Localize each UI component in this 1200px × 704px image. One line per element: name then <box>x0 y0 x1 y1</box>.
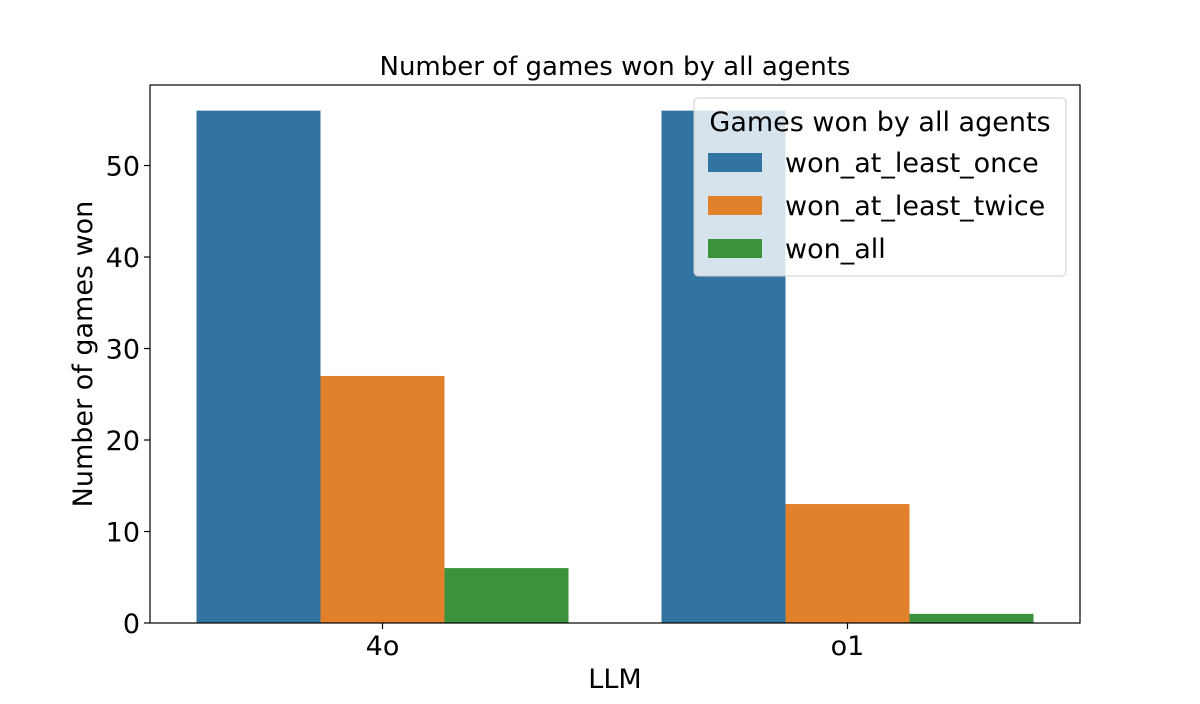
legend: Games won by all agents won_at_least_onc… <box>693 97 1067 277</box>
x-tick-label: o1 <box>831 631 865 662</box>
chart-title: Number of games won by all agents <box>380 52 851 82</box>
x-tick-label: 4o <box>366 631 400 662</box>
bar-won_all-o1 <box>909 613 1034 623</box>
y-tick-label: 30 <box>106 335 140 366</box>
bar-won_at_least_twice-4o <box>320 375 445 623</box>
legend-swatch-won_at_least_twice <box>708 196 762 215</box>
y-tick-label: 50 <box>106 152 140 183</box>
legend-label-won_all: won_all <box>785 234 886 265</box>
legend-box <box>693 97 1067 277</box>
legend-swatch-won_at_least_once <box>708 153 762 172</box>
bar-won_at_least_once-4o <box>196 110 321 624</box>
x-axis: 4o o1 <box>366 623 865 662</box>
bar-won_at_least_twice-o1 <box>785 504 910 623</box>
y-axis-label: Number of games won <box>68 201 99 508</box>
y-tick-label: 10 <box>106 518 140 549</box>
bar-won_all-4o <box>444 568 569 623</box>
y-tick-label: 0 <box>123 609 140 640</box>
y-axis: 0 10 20 30 40 50 <box>106 152 150 640</box>
legend-label-won_at_least_twice: won_at_least_twice <box>785 191 1045 222</box>
legend-swatch-won_all <box>708 239 762 258</box>
legend-entries: won_at_least_once won_at_least_twice won_a… <box>708 148 1045 265</box>
plot-frame <box>149 84 1081 624</box>
x-axis-label: LLM <box>588 664 641 695</box>
legend-label-won_at_least_once: won_at_least_once <box>785 148 1039 179</box>
y-tick-label: 40 <box>106 243 140 274</box>
legend-title: Games won by all agents <box>709 107 1050 138</box>
y-tick-label: 20 <box>106 426 140 457</box>
